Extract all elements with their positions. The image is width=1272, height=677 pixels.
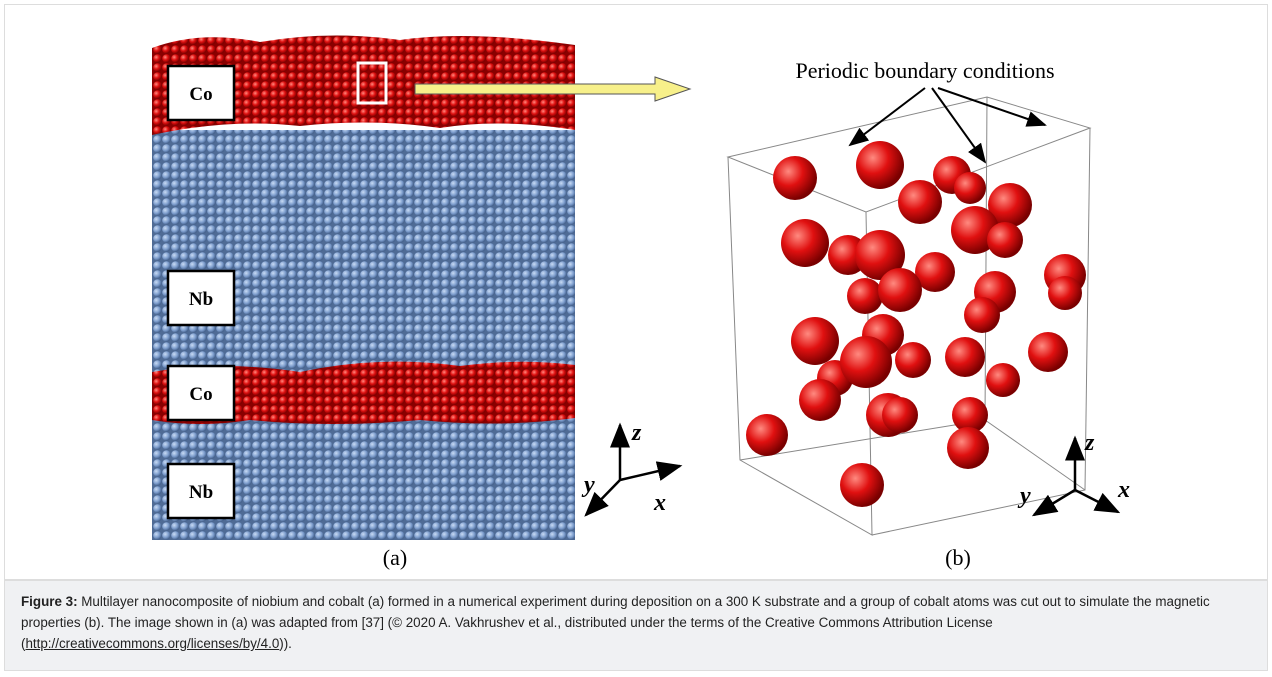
atom: [840, 463, 884, 507]
figure-art: Co Nb Co Nb (a) z y x Periodic boundary …: [0, 0, 1272, 578]
atom: [964, 297, 1000, 333]
atom: [1048, 276, 1082, 310]
axis-label: z: [1084, 430, 1095, 456]
caption: Figure 3: Multilayer nanocomposite of ni…: [4, 580, 1268, 671]
layer-label: Co: [189, 84, 212, 105]
panel-title: Periodic boundary conditions: [795, 58, 1054, 83]
atom: [799, 379, 841, 421]
atom: [773, 156, 817, 200]
atom: [840, 336, 892, 388]
axes-b: [1034, 438, 1118, 515]
page: Co Nb Co Nb (a) z y x Periodic boundary …: [0, 0, 1272, 677]
atom: [847, 278, 883, 314]
atom: [898, 180, 942, 224]
atom: [947, 427, 989, 469]
atom: [986, 363, 1020, 397]
atom: [954, 172, 986, 204]
atom: [1028, 332, 1068, 372]
atom: [878, 268, 922, 312]
atom: [781, 219, 829, 267]
atom: [987, 222, 1023, 258]
panel-caption: (b): [945, 545, 971, 570]
axis-label: y: [581, 472, 595, 498]
panel-caption: (a): [383, 545, 407, 570]
caption-label: Figure 3:: [21, 594, 78, 609]
cobalt-atoms: [746, 141, 1086, 507]
layer-label: Nb: [189, 482, 213, 503]
layer-label: Nb: [189, 289, 213, 310]
caption-link[interactable]: http://creativecommons.org/licenses/by/4…: [25, 636, 279, 651]
axis-label: z: [631, 420, 642, 446]
atom: [856, 141, 904, 189]
atom: [895, 342, 931, 378]
axis-label: x: [1117, 477, 1130, 503]
atom: [945, 337, 985, 377]
layer-label: Co: [189, 384, 212, 405]
caption-text: )).: [279, 636, 292, 651]
atom: [746, 414, 788, 456]
atom: [882, 397, 918, 433]
atom: [791, 317, 839, 365]
axis-label: y: [1017, 483, 1031, 509]
axis-label: x: [653, 490, 666, 516]
